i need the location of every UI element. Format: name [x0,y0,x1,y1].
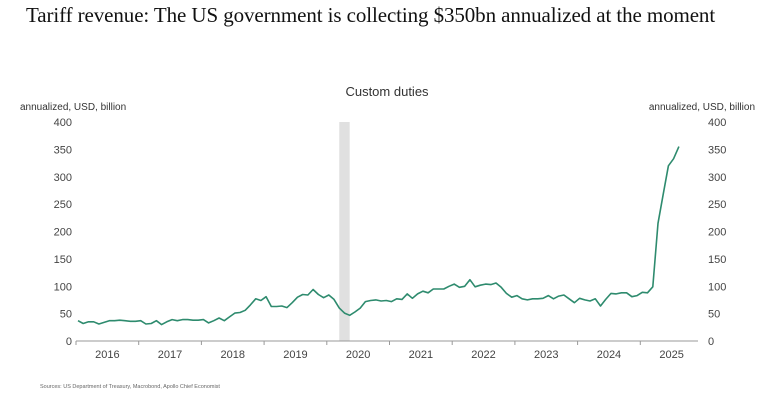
y-tick-label-right: 400 [708,117,726,129]
x-tick-label: 2016 [95,349,119,361]
x-tick-label: 2017 [158,349,182,361]
recession-shade [339,122,350,341]
y-tick-label-left: 100 [54,281,72,293]
y-tick-label-right: 50 [708,309,720,321]
y-tick-label-left: 150 [54,254,72,266]
y-tick-label-right: 250 [708,199,726,211]
x-tick-label: 2022 [471,349,495,361]
y-tick-label-left: 200 [54,227,72,239]
y-tick-label-right: 100 [708,281,726,293]
y-tick-label-left: 250 [54,199,72,211]
y-tick-label-left: 300 [54,172,72,184]
y-tick-label-right: 350 [708,144,726,156]
x-tick-label: 2024 [597,349,621,361]
y-tick-label-right: 300 [708,172,726,184]
y-tick-label-left: 400 [54,117,72,129]
x-tick-label: 2020 [346,349,370,361]
x-tick-label: 2023 [534,349,558,361]
y-tick-label-left: 0 [66,336,72,348]
x-tick-label: 2021 [409,349,433,361]
x-tick-label: 2019 [283,349,307,361]
custom-duties-line [77,146,680,326]
y-tick-label-right: 150 [708,254,726,266]
page-title: Tariff revenue: The US government is col… [26,3,716,27]
x-tick-label: 2025 [659,349,683,361]
source-note: Sources: US Department of Treasury, Macr… [40,384,220,390]
x-tick-label: 2018 [221,349,245,361]
y-axis-label-left: annualized, USD, billion [20,102,126,113]
chart-title: Custom duties [345,84,429,99]
y-tick-label-right: 0 [708,336,714,348]
y-tick-label-left: 50 [60,309,72,321]
y-tick-label-left: 350 [54,144,72,156]
y-tick-label-right: 200 [708,227,726,239]
y-axis-label-right: annualized, USD, billion [649,102,755,113]
